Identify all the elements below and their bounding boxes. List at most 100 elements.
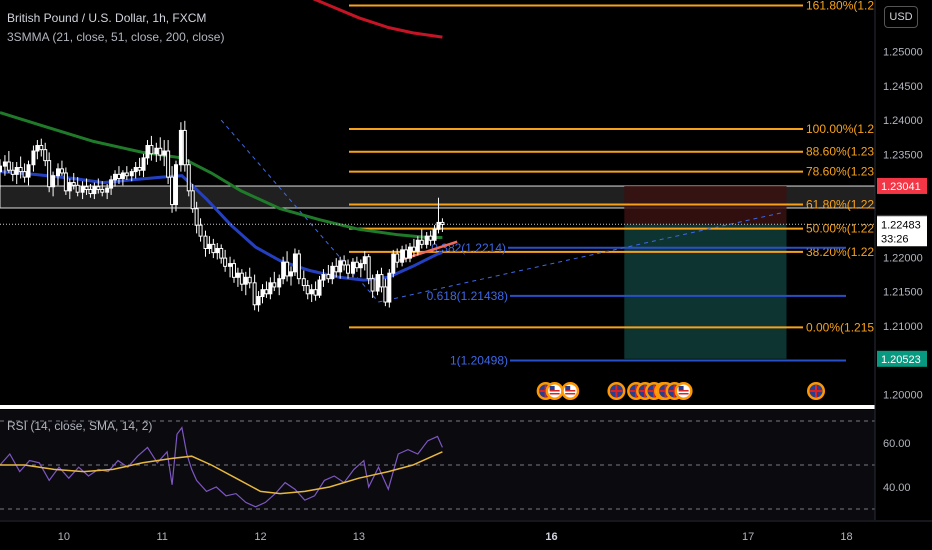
candle <box>223 249 228 272</box>
candle-body <box>6 161 11 171</box>
candle <box>96 178 101 194</box>
candle-body <box>264 289 269 295</box>
candle-body <box>35 145 40 152</box>
candle-body <box>301 278 306 287</box>
candle <box>419 229 424 249</box>
candle <box>326 264 331 283</box>
candle <box>190 183 195 213</box>
candle-body <box>219 247 224 259</box>
candle <box>51 171 56 197</box>
candle <box>22 163 27 183</box>
candle-body <box>415 239 420 252</box>
candle <box>137 157 142 176</box>
smma-line <box>0 111 443 239</box>
price-tag: 1.20523 <box>877 350 927 367</box>
candle <box>84 178 89 195</box>
candle-body <box>247 276 252 284</box>
candle <box>277 274 282 296</box>
candle-body <box>92 186 97 195</box>
candle <box>124 166 129 180</box>
candle <box>0 159 2 190</box>
projection-level-label: 0.618(1.21438) <box>427 289 508 303</box>
candle-body <box>256 296 261 306</box>
candle-body <box>289 271 294 277</box>
flag-stripe <box>565 390 576 392</box>
price-tag-value: 1.23041 <box>881 181 921 193</box>
candle-body <box>223 257 228 267</box>
indicator-legend[interactable]: 3SMMA (21, close, 51, close, 200, close) <box>7 30 225 44</box>
flag-stripe <box>565 393 576 395</box>
candle-body <box>432 228 437 241</box>
price-tick-label: 1.21500 <box>883 287 923 299</box>
candle <box>334 258 339 278</box>
candle <box>272 271 277 292</box>
candle <box>141 153 146 178</box>
candle <box>383 278 388 307</box>
event-flag-us <box>545 382 564 400</box>
candle <box>39 138 44 157</box>
candle <box>88 183 93 198</box>
candle <box>43 142 48 167</box>
candle-body <box>362 256 367 265</box>
candle-body <box>268 282 273 295</box>
candle-body <box>334 265 339 273</box>
time-tick-label: 10 <box>58 531 70 543</box>
pane-separator <box>0 405 932 409</box>
candle <box>100 181 105 197</box>
candle-body <box>313 289 318 296</box>
currency-button[interactable]: USD <box>884 6 918 28</box>
flag-stripe <box>678 393 689 395</box>
candle <box>296 249 301 285</box>
candle <box>400 245 405 267</box>
fib-level-label: 50.00%(1.22 <box>806 222 874 236</box>
flag-stripe <box>549 390 560 392</box>
rsi-legend[interactable]: RSI (14, close, SMA, 14, 2) <box>7 419 153 433</box>
candle <box>305 280 310 300</box>
projection-level-label: 1(1.20498) <box>450 354 508 368</box>
candle <box>47 152 52 193</box>
fib-level-label: 88.60%(1.23 <box>806 145 874 159</box>
candle <box>256 291 261 312</box>
candle <box>281 256 286 285</box>
event-flag-us <box>561 382 580 400</box>
candle <box>18 156 23 179</box>
candle <box>428 230 433 246</box>
candle-body <box>120 172 125 179</box>
price-tick-label: 1.21000 <box>883 321 923 333</box>
event-flag-gb <box>807 382 826 400</box>
candle <box>35 140 40 160</box>
candle-body <box>419 239 424 245</box>
price-tag: 1.23041 <box>877 177 927 194</box>
flag-canton <box>565 386 571 390</box>
candle-body <box>2 161 7 167</box>
candle-body <box>436 221 441 230</box>
candle <box>186 159 191 197</box>
candle <box>145 140 150 165</box>
candle-body <box>387 272 392 303</box>
candle-body <box>239 272 244 285</box>
candle <box>56 163 61 186</box>
candle <box>440 218 445 233</box>
candle <box>154 142 159 162</box>
candle <box>407 243 412 263</box>
time-tick-label: 13 <box>353 531 365 543</box>
candle-body <box>173 164 178 206</box>
candle <box>219 244 224 264</box>
candle <box>330 262 335 285</box>
candle <box>71 172 76 190</box>
candle-body <box>71 182 76 186</box>
candle-body <box>162 150 167 156</box>
candle <box>338 256 343 279</box>
fib-level-label: 0.00%(1.215 <box>806 320 874 334</box>
candle-body <box>75 184 80 193</box>
price-tag-box <box>877 177 927 194</box>
candle <box>415 236 420 256</box>
candle <box>321 269 326 287</box>
candle-body <box>354 261 359 269</box>
candle <box>215 243 220 260</box>
candle <box>162 140 167 167</box>
time-tick-label: 11 <box>157 531 168 543</box>
candle <box>379 267 384 293</box>
candle <box>6 151 11 173</box>
